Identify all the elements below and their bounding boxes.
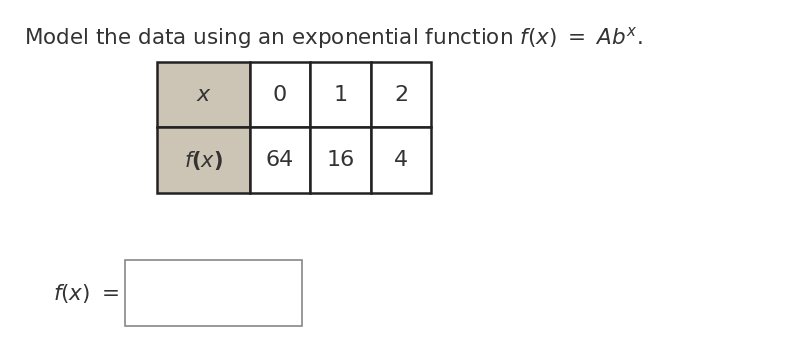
- Bar: [310, 62, 371, 127]
- Text: 4: 4: [394, 150, 408, 170]
- Bar: [310, 127, 371, 193]
- Bar: [250, 62, 310, 127]
- Text: Model the data using an exponential function $\mathit{f}$($\mathit{x}$) $=$ $\ma: Model the data using an exponential func…: [24, 25, 643, 51]
- Bar: [371, 127, 431, 193]
- Text: 64: 64: [266, 150, 294, 170]
- Bar: [157, 62, 250, 127]
- Bar: [157, 127, 250, 193]
- Bar: [125, 260, 302, 326]
- Bar: [371, 62, 431, 127]
- Text: 16: 16: [326, 150, 355, 170]
- Text: 1: 1: [334, 85, 347, 105]
- Bar: [250, 127, 310, 193]
- Text: 0: 0: [273, 85, 287, 105]
- Text: $\mathbf{\mathit{f}}$($\mathbf{\mathit{x}}$): $\mathbf{\mathit{f}}$($\mathbf{\mathit{x…: [184, 149, 223, 172]
- Text: 2: 2: [394, 85, 408, 105]
- Text: $\mathbf{\mathit{x}}$: $\mathbf{\mathit{x}}$: [196, 85, 211, 105]
- Text: $\mathit{f}$($\mathit{x}$) $=$: $\mathit{f}$($\mathit{x}$) $=$: [53, 282, 119, 304]
